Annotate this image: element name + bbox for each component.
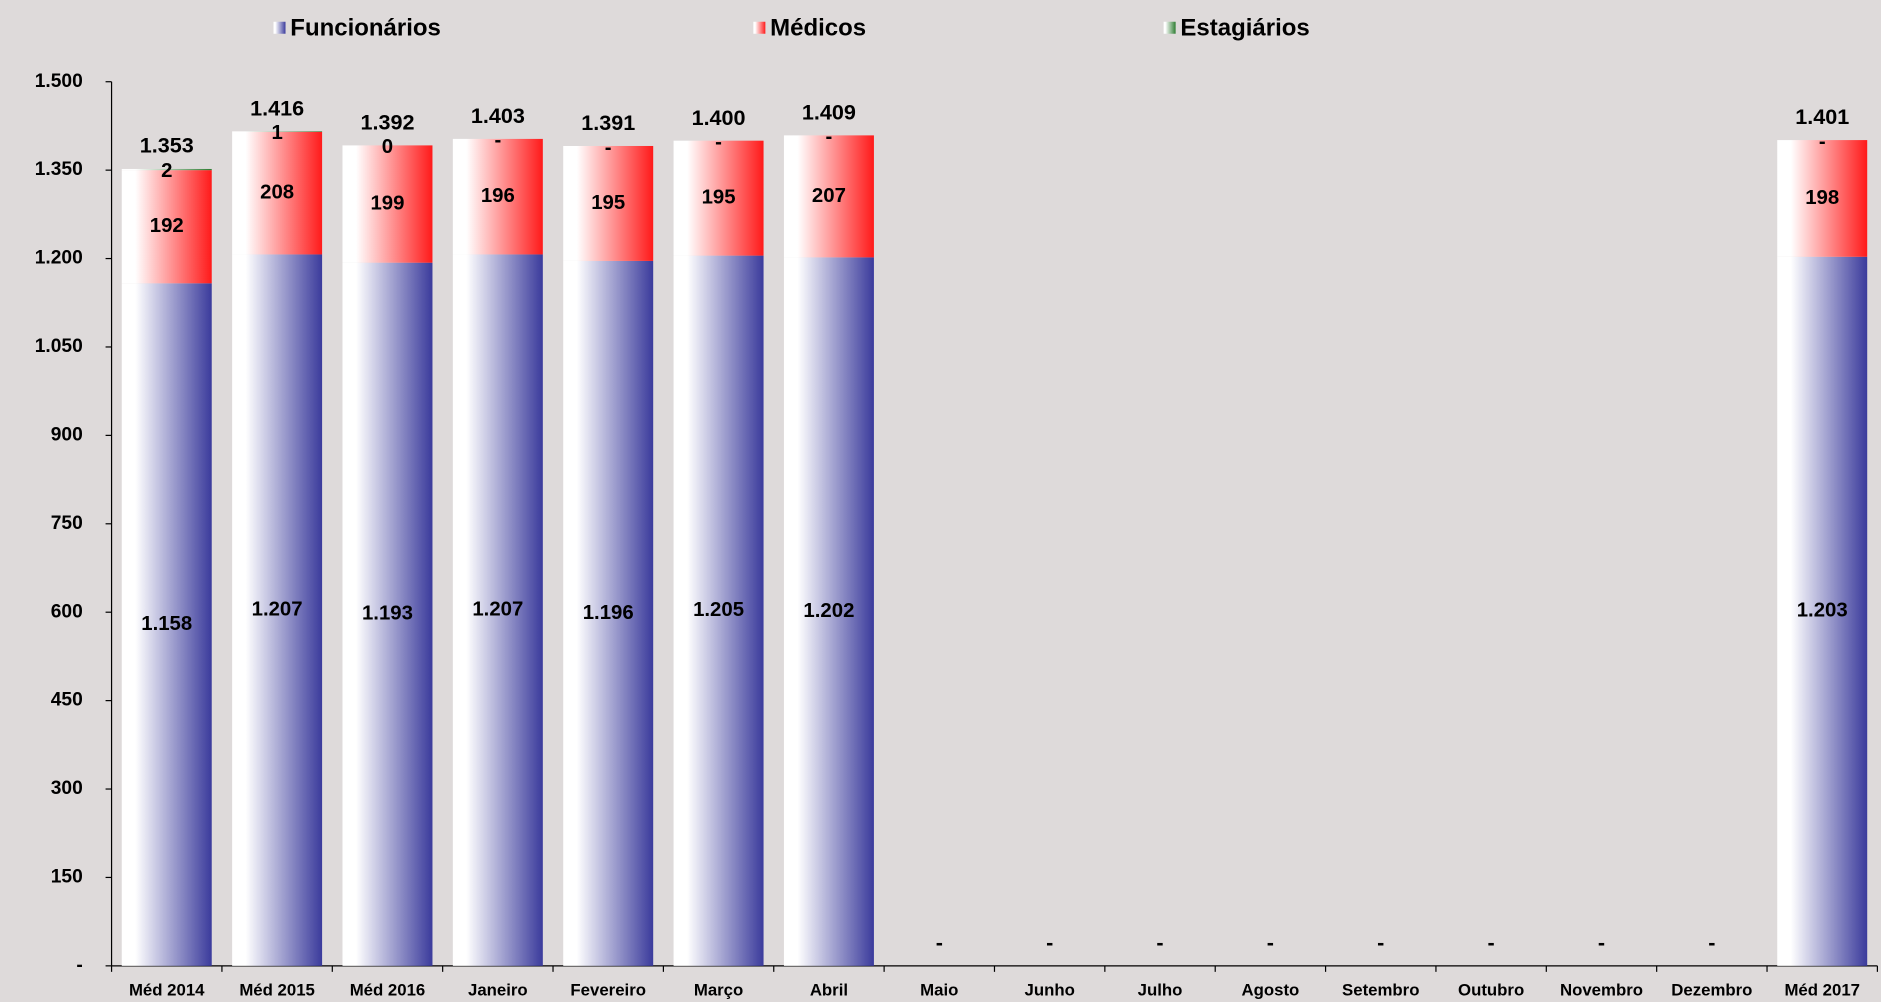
total-label: 1.403 [471,103,525,128]
y-tick-label: 1.350 [35,159,83,180]
data-label: 1 [271,122,282,144]
x-tick-label: Méd 2015 [239,980,315,999]
x-tick-label: Abril [810,980,848,999]
data-label: 1.196 [583,602,634,624]
x-tick-label: Março [694,980,743,999]
bar-segment [452,138,543,255]
data-label: - [1819,131,1826,153]
y-tick-label: 1.050 [35,336,83,357]
legend-label: Funcionários [290,14,441,41]
data-label: - [605,137,612,159]
total-label: 1.392 [360,110,414,135]
bar-segment [342,262,433,966]
data-label: 1.207 [472,599,523,621]
total-label: - [1708,930,1715,955]
data-label: 1.193 [362,603,413,625]
x-tick-label: Méd 2014 [129,980,205,999]
data-label: 1.203 [1797,600,1848,622]
bar-segment [783,135,874,258]
data-label: 1.158 [141,613,192,635]
bar-segment [673,140,764,256]
bar-segment [232,254,323,966]
bar-segment [121,283,212,966]
data-label: 1.205 [693,599,744,621]
legend-marker [1163,21,1176,34]
legend-label: Estagiários [1180,14,1309,41]
bar-segment [232,131,323,132]
bar-segment [1777,256,1868,966]
x-tick-label: Maio [920,980,958,999]
legend-marker [273,21,286,34]
x-tick-label: Junho [1024,980,1074,999]
bar-segment [232,131,323,255]
y-tick-label: - [76,955,82,976]
bar-segment [563,145,654,261]
total-label: 1.400 [692,105,746,130]
total-label: 1.416 [250,95,304,120]
total-label: 1.353 [140,132,194,157]
data-label: 208 [260,182,294,204]
data-label: 192 [150,215,184,237]
data-label: 195 [591,192,625,214]
bar-segment [783,257,874,966]
bar-segment [452,254,543,966]
total-label: 1.409 [802,99,856,124]
bar-segment [121,170,212,284]
legend-marker [753,21,766,34]
total-label: 1.391 [581,110,635,135]
y-tick-label: 1.200 [35,248,83,269]
data-label: 1.207 [252,599,303,621]
data-label: 0 [382,136,393,158]
total-label: - [1156,930,1163,955]
y-tick-label: 150 [51,867,83,888]
data-label: 207 [812,185,846,207]
x-tick-label: Fevereiro [570,980,646,999]
total-label: - [1377,930,1384,955]
x-tick-label: Dezembro [1671,980,1752,999]
y-tick-label: 750 [51,513,83,534]
x-tick-label: Janeiro [468,980,528,999]
y-tick-label: 1.500 [35,71,83,92]
x-tick-label: Outubro [1458,980,1524,999]
data-label: 1.202 [803,600,854,622]
total-label: - [1046,930,1053,955]
bar-segment [342,145,433,263]
data-label: - [826,126,833,148]
total-label: - [1267,930,1274,955]
data-label: 196 [481,185,515,207]
data-label: 195 [702,187,736,209]
y-tick-label: 450 [51,690,83,711]
y-tick-label: 300 [51,778,83,799]
y-tick-label: 600 [51,601,83,622]
y-tick-label: 900 [51,424,83,445]
total-label: 1.401 [1795,104,1849,129]
data-label: - [494,130,501,152]
data-label: 199 [370,192,404,214]
x-tick-label: Novembro [1560,980,1643,999]
x-tick-label: Setembro [1342,980,1419,999]
bar-segment [673,255,764,966]
data-label: - [715,131,722,153]
bar-segment [563,260,654,966]
bar-segment [1777,140,1868,257]
bar-segment [121,168,212,171]
legend-label: Médicos [770,14,866,41]
total-label: - [1598,930,1605,955]
total-label: - [1488,930,1495,955]
data-label: 2 [161,160,172,182]
x-tick-label: Agosto [1241,980,1299,999]
total-label: - [936,930,943,955]
x-tick-label: Méd 2016 [350,980,426,999]
x-tick-label: Julho [1138,980,1183,999]
data-label: 198 [1805,187,1839,209]
x-tick-label: Méd 2017 [1784,980,1860,999]
